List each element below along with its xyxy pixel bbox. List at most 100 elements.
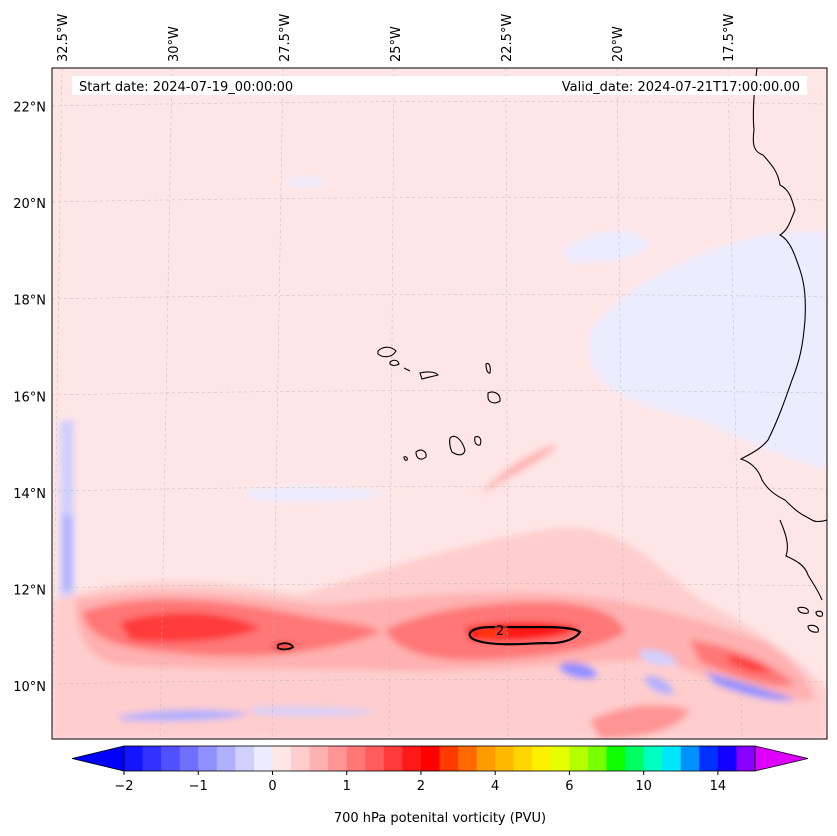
colorbar-tick-label: 1 — [343, 779, 351, 794]
pv-area-core-east — [728, 655, 770, 673]
pv-area-south — [590, 704, 690, 739]
coastline-africa-south — [779, 519, 823, 601]
contour-line-2pvu-west — [277, 642, 295, 651]
colorbar-swatch — [179, 746, 199, 771]
lon-tick-label: 32.5°W — [56, 14, 71, 62]
gridline-lat-18 — [52, 294, 827, 300]
colorbar-swatch — [550, 746, 570, 771]
lon-tick-label: 20°W — [611, 26, 626, 62]
lat-tick-label: 18°N — [13, 294, 46, 309]
pv-area-neg-south-5 — [640, 649, 678, 666]
lon-axis: 32.5°W 30°W 27.5°W 25°W 22.5°W 20°W 17.5°W — [56, 14, 737, 62]
colorbar-swatch — [643, 746, 663, 771]
gridline-lon-20 — [616, 68, 626, 739]
colorbar-swatch — [495, 746, 515, 771]
coastline-africa — [739, 68, 827, 523]
colorbar-swatch — [513, 746, 533, 771]
map-frame — [51, 67, 828, 740]
pv-area-neg-south-1 — [120, 709, 250, 722]
colorbar: −2 −1 0 1 2 4 6 10 14 700 hPa potenital vorticit… — [71, 745, 809, 826]
lat-tick-label: 16°N — [13, 390, 46, 405]
colorbar-swatch — [124, 746, 144, 771]
colorbar-swatch — [346, 746, 366, 771]
gridline-lon-32-5 — [52, 68, 63, 739]
gridline-lat-20 — [52, 197, 827, 203]
pv-area-neg-mid — [245, 486, 390, 502]
colorbar-tick-label: 2 — [417, 779, 425, 794]
pv-area-neg-south-2 — [250, 707, 380, 716]
colorbar-swatch — [625, 746, 645, 771]
colorbar-tick-label: 10 — [635, 779, 652, 794]
lon-tick-label: 27.5°W — [278, 14, 293, 62]
lon-tick-label: 30°W — [167, 26, 182, 62]
pv-area-plume — [480, 445, 556, 495]
island-maio — [474, 436, 482, 446]
island-bijagos-2 — [807, 624, 819, 633]
island-boa-vista — [487, 391, 501, 404]
colorbar-swatch — [458, 746, 478, 771]
colorbar-swatch — [476, 746, 496, 771]
lat-tick-label: 22°N — [13, 101, 46, 116]
colorbar-swatch — [291, 746, 311, 771]
colorbar-swatch — [402, 746, 422, 771]
colorbar-tick-label: −2 — [114, 779, 133, 794]
pv-area-neg-top — [285, 177, 330, 188]
gridline-lon-27-5 — [271, 68, 284, 739]
island-sao-nicolau — [419, 371, 439, 380]
colorbar-ticks: −2 −1 0 1 2 4 6 10 14 — [114, 771, 726, 794]
gridline-lon-17-5 — [727, 68, 743, 739]
colorbar-swatch — [680, 746, 700, 771]
colorbar-tick-label: −1 — [189, 779, 208, 794]
island-bijagos-1 — [797, 606, 809, 614]
colorbar-swatch — [736, 746, 756, 771]
colorbar-swatch — [253, 746, 273, 771]
lat-tick-label: 12°N — [13, 583, 46, 598]
colorbar-swatch — [328, 746, 348, 771]
colorbar-swatch — [309, 746, 329, 771]
pv-area-neg-south-3 — [560, 662, 598, 679]
colorbar-swatch — [420, 746, 440, 771]
colorbar-swatch — [569, 746, 589, 771]
island-bijagos-3 — [815, 610, 824, 617]
lon-tick-label: 17.5°W — [722, 14, 737, 62]
colorbar-under-triangle — [71, 745, 125, 772]
pv-area-neg-south-6 — [645, 675, 674, 695]
lat-axis: 10°N 12°N 14°N 16°N 18°N 20°N 22°N — [13, 101, 46, 695]
island-santo-antao — [377, 346, 397, 358]
pv-filled-contours — [52, 177, 827, 739]
gridline-lon-30 — [159, 68, 173, 739]
colorbar-swatch — [532, 746, 552, 771]
island-brava — [403, 456, 408, 461]
map-panel: 2 Start date: 2024-07-19_00:00:00 Valid_… — [52, 68, 827, 739]
colorbar-tick-label: 4 — [491, 779, 499, 794]
date-header-box — [72, 76, 807, 95]
contour-label-bg — [495, 624, 507, 638]
colorbar-swatch — [587, 746, 608, 771]
lon-tick-label: 25°W — [389, 26, 404, 62]
gridline-lat-16 — [52, 390, 827, 396]
pv-area-neg-north — [560, 230, 650, 263]
island-santiago — [449, 435, 466, 456]
colorbar-tick-label: 6 — [565, 779, 573, 794]
colorbar-swatch — [699, 746, 719, 771]
lat-tick-label: 14°N — [13, 487, 46, 502]
colorbar-swatch — [161, 746, 181, 771]
island-sao-vicente — [389, 359, 400, 367]
island-santa-luzia — [403, 367, 411, 372]
start-date-label: Start date: 2024-07-19_00:00:00 — [79, 80, 293, 95]
colorbar-swatch — [662, 746, 682, 771]
gridline-lat-22 — [52, 101, 827, 107]
colorbar-swatch — [606, 746, 626, 771]
contour-line-2pvu — [468, 625, 582, 646]
pv-area-neg-south-4 — [705, 672, 795, 702]
lon-tick-label: 22.5°W — [500, 14, 515, 62]
gridline-lat-14 — [52, 486, 827, 492]
pv-area-neg-northeast — [590, 230, 827, 470]
date-header: Start date: 2024-07-19_00:00:00 Valid_da… — [72, 76, 807, 95]
colorbar-over-triangle — [754, 745, 809, 772]
colorbar-swatch — [216, 746, 236, 771]
colorbar-swatch — [272, 746, 292, 771]
coastlines — [377, 68, 827, 633]
colorbar-swatch — [365, 746, 385, 771]
